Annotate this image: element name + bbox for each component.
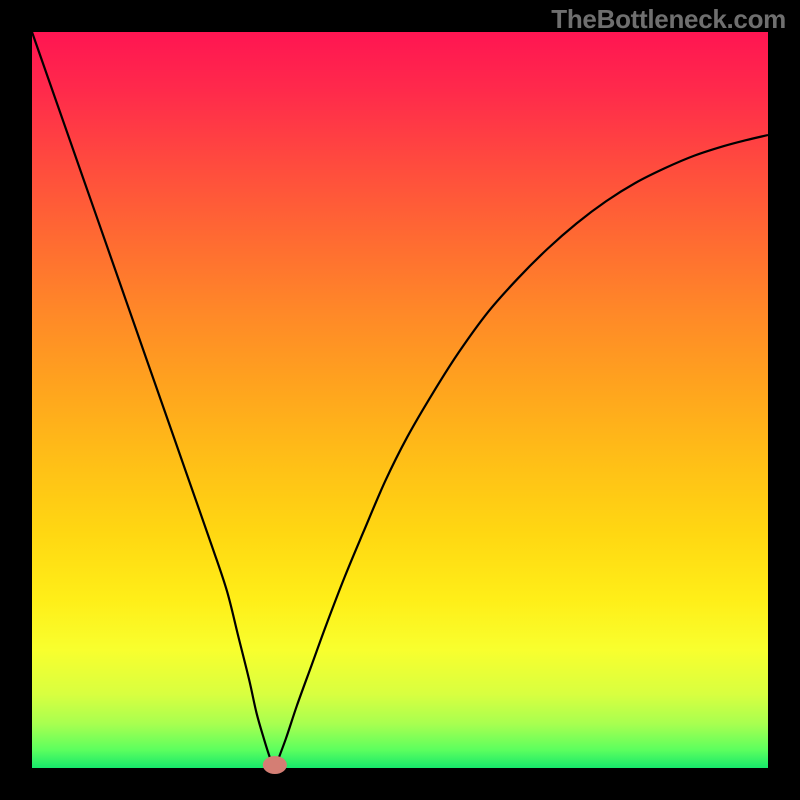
curve-right bbox=[275, 135, 768, 768]
watermark-text: TheBottleneck.com bbox=[551, 4, 786, 35]
plot-area bbox=[32, 32, 768, 768]
curve-layer bbox=[32, 32, 768, 768]
minimum-marker bbox=[263, 756, 287, 774]
curve-left bbox=[32, 32, 275, 768]
figure-root: TheBottleneck.com bbox=[0, 0, 800, 800]
